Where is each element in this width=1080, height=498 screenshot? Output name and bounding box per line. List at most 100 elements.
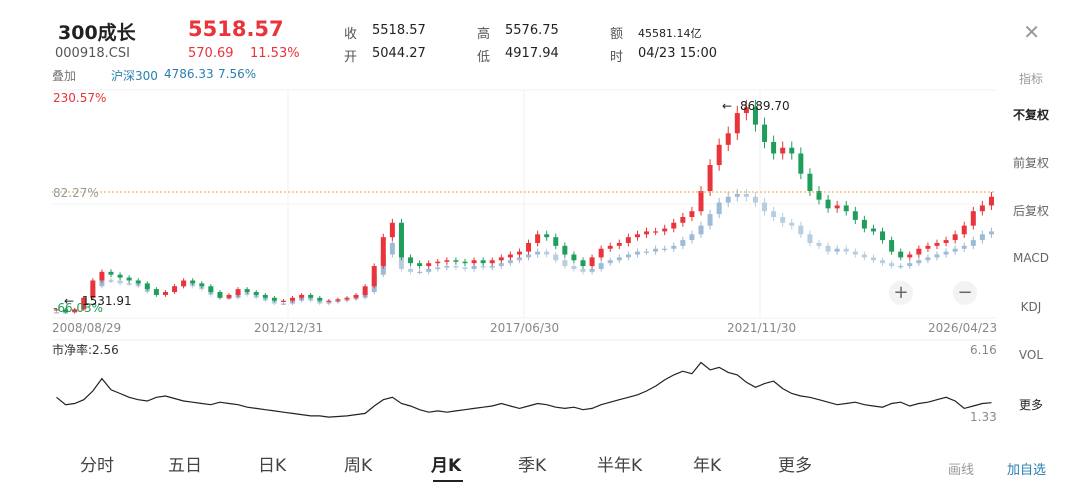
main-candle	[226, 294, 232, 298]
main-candle	[798, 153, 804, 174]
overlay-candle	[99, 280, 105, 287]
overlay-candle	[707, 214, 713, 226]
overlay-candle	[580, 268, 586, 272]
date-label-5: 2026/04/23	[928, 321, 997, 335]
sidebar-item-no-adjust[interactable]: 不复权	[1012, 108, 1049, 122]
draw-line-button[interactable]: 画线	[948, 463, 975, 478]
bottom-pct-label: -66.03%	[53, 301, 103, 315]
overlay-candle	[934, 254, 940, 258]
close-icon[interactable]: ✕	[1023, 20, 1040, 44]
main-candle	[752, 107, 758, 125]
main-candle	[589, 257, 595, 267]
amount-label: 额	[610, 27, 624, 42]
main-candle	[417, 263, 423, 267]
overlay-candle	[634, 251, 640, 255]
overlay-candle	[516, 257, 522, 261]
close-value: 5518.57	[372, 23, 426, 38]
tab-half-year[interactable]: 半年K	[597, 456, 643, 476]
main-candle	[435, 261, 441, 264]
tab-more[interactable]: 更多	[778, 456, 812, 476]
main-candle	[644, 231, 650, 235]
main-candle	[153, 289, 159, 295]
main-candle	[389, 222, 395, 238]
svg-text:←: ←	[722, 99, 732, 113]
main-candle	[299, 294, 305, 298]
main-candle	[544, 234, 550, 238]
main-candle	[634, 234, 640, 238]
overlay-candle	[644, 251, 650, 253]
overlay-candle	[544, 251, 550, 255]
main-candle	[653, 231, 659, 233]
main-candle	[707, 165, 713, 192]
main-candle	[934, 242, 940, 246]
overlay-candle	[117, 280, 123, 284]
overlay-candle	[752, 196, 758, 203]
tab-weekly[interactable]: 周K	[344, 456, 373, 476]
indicator-min: 1.33	[970, 410, 997, 424]
main-candle	[507, 254, 513, 258]
svg-text:1531.91: 1531.91	[82, 294, 132, 308]
overlay-candle	[789, 222, 795, 226]
price-change: 570.69	[188, 46, 234, 61]
index-code: 000918.CSI	[55, 46, 130, 61]
main-candle	[961, 225, 967, 235]
main-candle	[280, 300, 286, 302]
overlay-candle	[680, 240, 686, 246]
overlay-candle	[834, 248, 840, 252]
overlay-candle	[553, 254, 559, 261]
overlay-candle	[526, 254, 532, 258]
overlay-candle	[126, 283, 132, 285]
main-candle	[462, 261, 468, 264]
main-candle	[843, 205, 849, 212]
min-marker: ← 1531.91	[64, 294, 132, 308]
overlay-candle	[689, 234, 695, 241]
sidebar-item-forward-adjust[interactable]: 前复权	[1012, 156, 1049, 170]
zoom-out-button[interactable]: −	[953, 281, 977, 305]
overlay-candle	[716, 202, 722, 215]
sidebar-item-more[interactable]: 更多	[1018, 398, 1043, 412]
main-candle	[662, 228, 668, 232]
overlay-candle	[898, 266, 904, 268]
main-candle	[734, 113, 740, 134]
sidebar-item-backward-adjust[interactable]: 后复权	[1012, 204, 1049, 218]
overlay-candle	[280, 303, 286, 305]
price-change-pct: 11.53%	[250, 46, 300, 61]
overlay-candle	[507, 260, 513, 264]
sidebar-item-vol[interactable]: VOL	[1018, 348, 1044, 362]
sidebar-item-kdj[interactable]: KDJ	[1020, 300, 1042, 314]
svg-text:←: ←	[64, 294, 74, 308]
overlay-candle	[743, 193, 749, 197]
overlay-candle	[916, 260, 922, 264]
overlay-candle	[861, 254, 867, 258]
sidebar-item-macd[interactable]: MACD	[1013, 251, 1049, 265]
main-candle	[907, 254, 913, 258]
overlay-candle	[825, 245, 831, 252]
overlay-candle	[771, 211, 777, 217]
overlay-label: 叠加	[52, 69, 77, 83]
overlay-name[interactable]: 沪深300	[111, 69, 158, 83]
overlay-candle	[843, 248, 849, 252]
zoom-in-button[interactable]: +	[889, 281, 913, 305]
tab-daily[interactable]: 日K	[258, 456, 287, 476]
tab-yearly[interactable]: 年K	[693, 456, 722, 476]
overlay-candle	[889, 263, 895, 267]
sidebar-item-indicator: 指标	[1018, 72, 1043, 86]
tab-monthly[interactable]: 月K	[431, 456, 462, 476]
indicator-max: 6.16	[970, 343, 997, 357]
overlay-candle	[961, 245, 967, 249]
add-watchlist-button[interactable]: 加自选	[1007, 463, 1047, 478]
overlay-candle	[453, 266, 459, 268]
index-title: 300成长	[58, 22, 136, 44]
main-candle	[471, 260, 477, 264]
tab-quarterly[interactable]: 季K	[518, 456, 547, 476]
main-candle	[526, 242, 532, 252]
main-candle	[943, 240, 949, 243]
overlay-candle	[498, 263, 504, 267]
kline-chart[interactable]: 230.57% 82.27% -66.03% ← 8689.70 ← 1531.…	[0, 0, 1000, 440]
tab-intraday[interactable]: 分时	[80, 456, 114, 476]
right-sidebar: 指标 不复权 前复权 后复权 MACD KDJ VOL 更多	[1000, 60, 1080, 450]
overlay-candle	[326, 302, 332, 304]
main-candle	[979, 205, 985, 212]
main-candle	[870, 228, 876, 232]
tab-five-day[interactable]: 五日	[168, 456, 202, 476]
